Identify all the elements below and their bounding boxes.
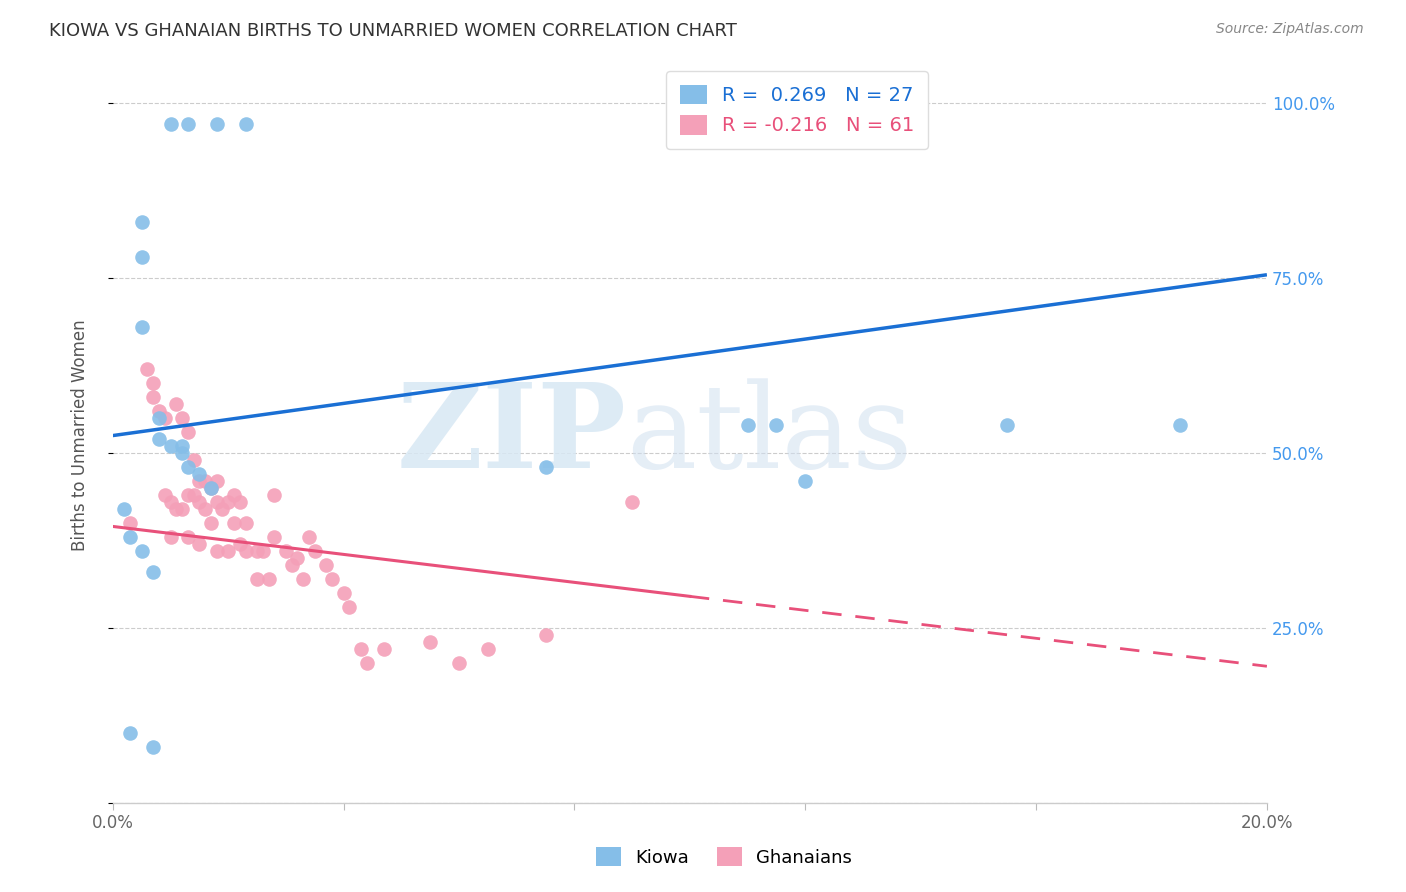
Point: [252, 544, 274, 558]
Text: KIOWA VS GHANAIAN BIRTHS TO UNMARRIED WOMEN CORRELATION CHART: KIOWA VS GHANAIAN BIRTHS TO UNMARRIED WO…: [49, 22, 737, 40]
Legend: R =  0.269   N = 27, R = -0.216   N = 61: R = 0.269 N = 27, R = -0.216 N = 61: [666, 70, 928, 149]
Point: [315, 558, 337, 572]
Point: [131, 215, 153, 229]
Point: [165, 397, 187, 411]
Point: [148, 432, 170, 446]
Point: [257, 572, 280, 586]
Point: [172, 446, 194, 460]
Point: [350, 641, 373, 656]
Point: [177, 425, 200, 439]
Point: [131, 320, 153, 334]
Point: [142, 565, 165, 579]
Point: [477, 641, 499, 656]
Point: [153, 488, 176, 502]
Point: [292, 572, 315, 586]
Text: ZIP: ZIP: [396, 378, 627, 493]
Point: [112, 502, 135, 516]
Point: [211, 502, 233, 516]
Point: [222, 488, 245, 502]
Point: [373, 641, 395, 656]
Y-axis label: Births to Unmarried Women: Births to Unmarried Women: [72, 319, 89, 551]
Point: [621, 495, 644, 509]
Point: [177, 118, 200, 132]
Point: [298, 530, 321, 544]
Point: [136, 362, 159, 376]
Text: atlas: atlas: [627, 378, 912, 493]
Point: [188, 474, 211, 488]
Point: [332, 586, 354, 600]
Point: [534, 460, 557, 475]
Point: [794, 474, 817, 488]
Point: [205, 495, 228, 509]
Point: [148, 404, 170, 418]
Point: [159, 495, 181, 509]
Point: [177, 460, 200, 475]
Point: [188, 537, 211, 551]
Point: [120, 530, 142, 544]
Point: [142, 376, 165, 391]
Point: [120, 516, 142, 530]
Point: [263, 530, 285, 544]
Point: [205, 474, 228, 488]
Point: [194, 502, 217, 516]
Point: [177, 530, 200, 544]
Point: [183, 453, 205, 467]
Point: [419, 635, 441, 649]
Point: [356, 656, 378, 670]
Point: [449, 656, 471, 670]
Point: [148, 411, 170, 425]
Point: [229, 495, 252, 509]
Point: [159, 439, 181, 453]
Point: [120, 725, 142, 739]
Point: [188, 495, 211, 509]
Point: [200, 481, 222, 495]
Point: [995, 418, 1018, 433]
Point: [205, 544, 228, 558]
Point: [142, 390, 165, 404]
Point: [280, 558, 302, 572]
Point: [235, 544, 257, 558]
Point: [229, 537, 252, 551]
Point: [274, 544, 297, 558]
Point: [205, 118, 228, 132]
Point: [321, 572, 343, 586]
Point: [304, 544, 326, 558]
Point: [131, 250, 153, 264]
Point: [246, 572, 269, 586]
Point: [172, 439, 194, 453]
Point: [339, 599, 361, 614]
Point: [217, 544, 239, 558]
Point: [1170, 418, 1192, 433]
Point: [200, 516, 222, 530]
Point: [263, 488, 285, 502]
Point: [200, 481, 222, 495]
Point: [188, 467, 211, 481]
Legend: Kiowa, Ghanaians: Kiowa, Ghanaians: [589, 840, 859, 874]
Point: [737, 418, 759, 433]
Point: [172, 411, 194, 425]
Point: [246, 544, 269, 558]
Point: [172, 502, 194, 516]
Point: [765, 418, 787, 433]
Text: Source: ZipAtlas.com: Source: ZipAtlas.com: [1216, 22, 1364, 37]
Point: [222, 516, 245, 530]
Point: [165, 502, 187, 516]
Point: [142, 739, 165, 754]
Point: [177, 488, 200, 502]
Point: [235, 118, 257, 132]
Point: [159, 530, 181, 544]
Point: [159, 118, 181, 132]
Point: [235, 516, 257, 530]
Point: [534, 628, 557, 642]
Point: [194, 474, 217, 488]
Point: [153, 411, 176, 425]
Point: [287, 550, 309, 565]
Point: [217, 495, 239, 509]
Point: [131, 544, 153, 558]
Point: [183, 488, 205, 502]
